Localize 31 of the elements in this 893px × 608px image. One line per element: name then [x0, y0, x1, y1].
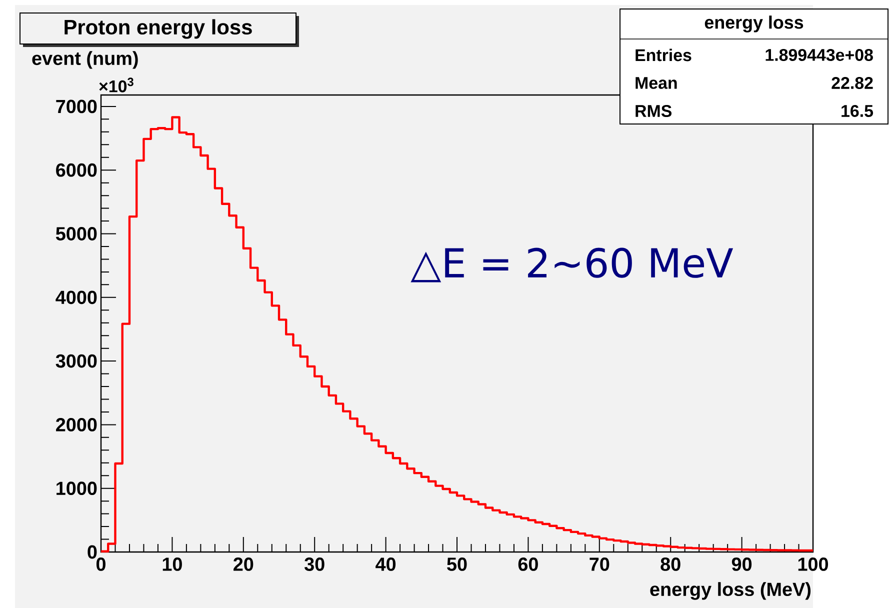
y-tick-label: 5000: [56, 227, 97, 240]
y-tick-label: 4000: [56, 290, 97, 304]
text: 22.82: [832, 76, 873, 89]
x-axis-title: energy loss (MeV): [650, 582, 811, 600]
chart-title: Proton energy loss: [64, 19, 252, 39]
text: ×10$^{3}$: [99, 78, 134, 92]
text: 1.899443e+08: [766, 48, 873, 61]
y-tick-label: 7000: [56, 100, 97, 114]
y-tick-label: 6000: [56, 163, 97, 177]
x-tick-label: 60: [518, 558, 538, 571]
x-tick-label: 30: [304, 558, 324, 571]
x-tick-label: 40: [376, 558, 396, 571]
x-tick-label: 100: [798, 558, 828, 571]
x-tick-label: 50: [447, 558, 467, 571]
y-tick-label: 2000: [56, 418, 97, 432]
text: Mean: [636, 77, 677, 89]
y-tick-label: 3000: [56, 354, 97, 368]
y-axis-title: event (num): [32, 51, 138, 69]
x-tick-label: 0: [96, 558, 106, 571]
annotation: RMS: [636, 104, 672, 117]
x-tick-label: 20: [234, 558, 254, 571]
y-tick-label: 0: [88, 545, 97, 559]
y-tick-label: 1000: [56, 482, 97, 496]
x-tick-label: 10: [162, 558, 182, 571]
text: energy loss: [704, 16, 804, 32]
text: 16.5: [842, 104, 874, 117]
x-tick-label: 90: [732, 558, 752, 571]
annotation: △E = 2~60 MeV: [410, 248, 734, 282]
x-tick-label: 80: [660, 558, 680, 571]
x-tick-label: 70: [590, 558, 610, 571]
text: Entries: [636, 48, 692, 62]
